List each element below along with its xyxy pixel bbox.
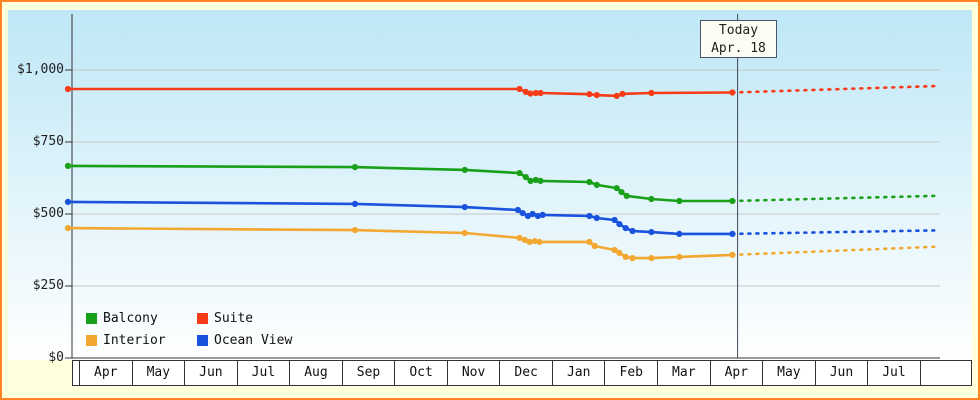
y-tick-label: $750 bbox=[32, 134, 64, 149]
month-cell: Dec bbox=[499, 361, 552, 385]
balcony-swatch bbox=[86, 313, 97, 324]
legend-item-suite: Suite bbox=[197, 311, 253, 326]
month-cell: Nov bbox=[446, 361, 500, 385]
month-cell: Apr bbox=[79, 361, 132, 385]
month-cell: Apr bbox=[709, 361, 763, 385]
month-cell: Feb bbox=[604, 361, 657, 385]
legend-label-ocean-view: Ocean View bbox=[214, 333, 293, 348]
y-tick-label: $1,000 bbox=[17, 62, 64, 77]
legend-label-suite: Suite bbox=[214, 311, 254, 326]
month-cell: Aug bbox=[289, 361, 342, 385]
month-cell: Jan bbox=[551, 361, 605, 385]
ocean-view-swatch bbox=[197, 335, 208, 346]
legend: Balcony Suite Interior Ocean View bbox=[86, 311, 292, 355]
month-cell: Mar bbox=[657, 361, 710, 385]
legend-item-interior: Interior bbox=[86, 333, 197, 348]
month-cell: May bbox=[762, 361, 815, 385]
month-cell: May bbox=[131, 361, 185, 385]
y-tick-label: $250 bbox=[32, 278, 64, 293]
x-axis-month-row: Apr May Jun Jul Aug Sep Oct Nov Dec Jan Feb Mar Apr M… bbox=[72, 360, 972, 386]
legend-item-balcony: Balcony bbox=[86, 311, 197, 326]
month-row-filler bbox=[919, 361, 971, 385]
suite-swatch bbox=[197, 313, 208, 324]
month-cell: Jun bbox=[184, 361, 237, 385]
y-tick-label: $500 bbox=[32, 206, 64, 221]
legend-label-interior: Interior bbox=[103, 333, 166, 348]
today-date: Apr. 18 bbox=[711, 41, 766, 56]
legend-row: Balcony Suite bbox=[86, 311, 292, 326]
y-tick-label: $0 bbox=[48, 350, 64, 365]
today-marker-label: Today Apr. 18 bbox=[700, 20, 777, 58]
month-cell: Oct bbox=[394, 361, 447, 385]
legend-label-balcony: Balcony bbox=[103, 311, 158, 326]
month-cell: Jul bbox=[867, 361, 920, 385]
today-label: Today bbox=[718, 23, 759, 38]
interior-swatch bbox=[86, 335, 97, 346]
month-cell: Jun bbox=[814, 361, 868, 385]
legend-item-ocean-view: Ocean View bbox=[197, 333, 292, 348]
legend-row: Interior Ocean View bbox=[86, 333, 292, 348]
month-cell: Sep bbox=[341, 361, 395, 385]
month-cell: Jul bbox=[236, 361, 290, 385]
